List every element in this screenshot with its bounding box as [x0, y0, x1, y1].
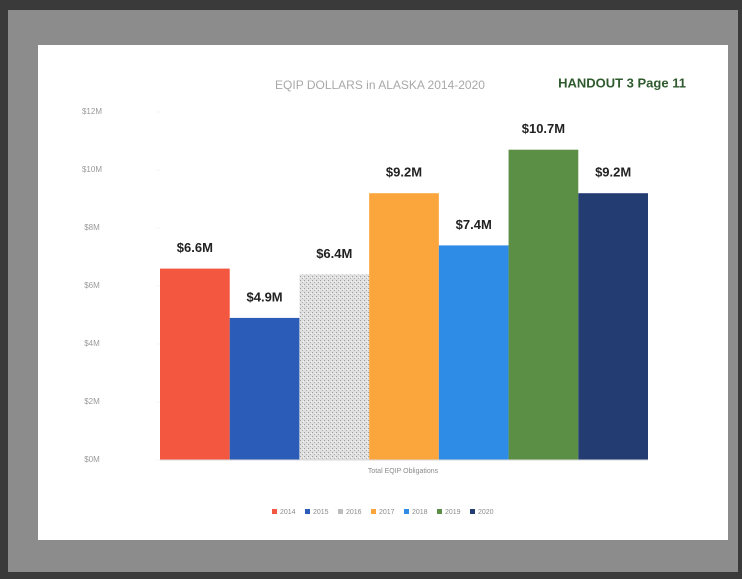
handout-label: HANDOUT 3 Page 11 — [558, 75, 686, 90]
y-tick-label: $4M — [84, 339, 100, 348]
legend-label: 2015 — [313, 509, 329, 516]
value-label: $6.4M — [316, 246, 352, 261]
legend-swatch — [404, 509, 409, 514]
y-tick-label: $8M — [84, 223, 100, 232]
value-label: $9.2M — [386, 165, 422, 180]
bar — [369, 193, 439, 460]
y-tick-label: $6M — [84, 281, 100, 290]
value-label: $4.9M — [247, 289, 283, 304]
legend-label: 2016 — [346, 509, 362, 516]
bar — [229, 317, 300, 460]
legend-swatch — [305, 509, 310, 514]
y-tick-label: $10M — [82, 165, 102, 174]
legend-swatch — [437, 509, 442, 514]
y-tick-label: $2M — [84, 397, 100, 406]
y-tick-label: $12M — [82, 107, 102, 116]
chart-title: EQIP DOLLARS in ALASKA 2014-2020 — [275, 78, 485, 92]
legend-label: 2018 — [412, 509, 428, 516]
bar — [299, 274, 370, 460]
value-label: $7.4M — [456, 217, 492, 232]
y-tick-label: $0M — [84, 455, 100, 464]
value-label: $9.2M — [595, 165, 631, 180]
legend-label: 2014 — [280, 509, 296, 516]
x-axis-label: Total EQIP Obligations — [368, 468, 439, 475]
bar — [160, 268, 230, 460]
legend-label: 2017 — [379, 509, 395, 516]
value-label: $6.6M — [177, 240, 213, 255]
legend-swatch — [371, 509, 376, 514]
bar — [508, 149, 579, 460]
value-label: $10.7M — [522, 121, 565, 136]
legend-swatch — [272, 509, 277, 514]
legend-label: 2019 — [445, 509, 461, 516]
bar — [578, 193, 648, 460]
bar — [438, 245, 509, 460]
legend-swatch — [338, 509, 343, 514]
legend-swatch — [470, 509, 475, 514]
legend-label: 2020 — [478, 509, 494, 516]
